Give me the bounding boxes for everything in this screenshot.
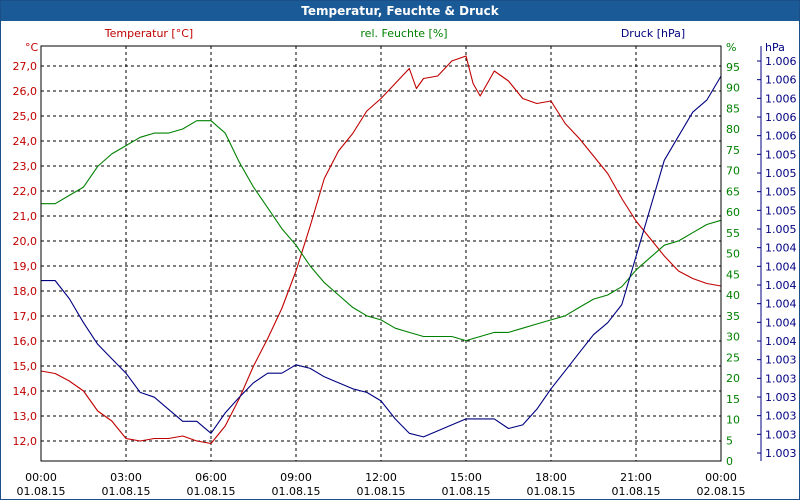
humidity-tick-label: 25 <box>726 351 740 364</box>
plot-area <box>40 45 722 462</box>
temperature-tick-label: 13,0 <box>13 410 38 423</box>
pressure-tick-label: 1.006 <box>765 130 797 143</box>
humidity-axis-label: rel. Feuchte [%] <box>360 27 447 40</box>
pressure-tick-label: 1.005 <box>765 167 797 180</box>
x-tick-time: 00:00 <box>25 471 57 484</box>
x-tick-time: 06:00 <box>195 471 227 484</box>
temperature-tick-label: 15,0 <box>13 360 38 373</box>
temperature-tick-label: 16,0 <box>13 335 38 348</box>
temperature-tick-label: 25,0 <box>13 110 38 123</box>
humidity-tick-label: 65 <box>726 185 740 198</box>
temperature-axis-label: Temperatur [°C] <box>104 27 193 40</box>
pressure-series-line <box>41 75 722 438</box>
x-tick-date: 01.08.15 <box>102 485 151 498</box>
pressure-tick-label: 1.004 <box>765 298 797 311</box>
x-tick-date: 01.08.15 <box>442 485 491 498</box>
humidity-tick-label: 15 <box>726 393 740 406</box>
x-tick-time: 03:00 <box>110 471 142 484</box>
humidity-tick-label: 55 <box>726 227 740 240</box>
pressure-tick-label: 1.005 <box>765 204 797 217</box>
temperature-series-line <box>40 55 722 445</box>
axis-labels: 00:0001.08.1503:0001.08.1506:0001.08.150… <box>13 27 797 498</box>
humidity-tick-label: 95 <box>726 61 740 74</box>
humidity-tick-label: 70 <box>726 165 740 178</box>
humidity-series-line <box>41 120 722 342</box>
x-tick-date: 01.08.15 <box>272 485 321 498</box>
x-tick-time: 18:00 <box>535 471 567 484</box>
temperature-tick-label: 17,0 <box>13 310 38 323</box>
humidity-tick-label: 45 <box>726 268 740 281</box>
x-tick-date: 01.08.15 <box>187 485 236 498</box>
x-tick-time: 21:00 <box>620 471 652 484</box>
x-tick-time: 09:00 <box>280 471 312 484</box>
pressure-tick-label: 1.005 <box>765 148 797 161</box>
x-tick-time: 00:00 <box>705 471 737 484</box>
humidity-tick-label: 35 <box>726 310 740 323</box>
pressure-tick-label: 1.005 <box>765 186 797 199</box>
gridlines <box>41 46 721 461</box>
pressure-tick-label: 1.006 <box>765 74 797 87</box>
temperature-tick-label: 27,0 <box>13 60 38 73</box>
x-tick-date: 01.08.15 <box>527 485 576 498</box>
pressure-tick-label: 1.003 <box>765 391 797 404</box>
temperature-tick-label: 22,0 <box>13 185 38 198</box>
axes <box>40 45 762 462</box>
pressure-axis-label: Druck [hPa] <box>621 27 685 40</box>
humidity-tick-label: 75 <box>726 144 740 157</box>
temperature-tick-label: 18,0 <box>13 285 38 298</box>
temperature-tick-label: 19,0 <box>13 260 38 273</box>
pressure-tick-label: 1.006 <box>765 92 797 105</box>
pressure-tick-label: 1.003 <box>765 354 797 367</box>
pressure-tick-label: 1.004 <box>765 242 797 255</box>
temperature-unit-label: °C <box>25 41 39 54</box>
pressure-tick-label: 1.004 <box>765 335 797 348</box>
temperature-tick-label: 26,0 <box>13 85 38 98</box>
temperature-tick-label: 14,0 <box>13 385 38 398</box>
temperature-tick-label: 23,0 <box>13 160 38 173</box>
x-tick-date: 01.08.15 <box>612 485 661 498</box>
x-tick-date: 01.08.15 <box>17 485 66 498</box>
humidity-tick-label: 30 <box>726 331 740 344</box>
pressure-tick-label: 1.003 <box>765 410 797 423</box>
data-series <box>40 55 722 445</box>
pressure-tick-label: 1.003 <box>765 447 797 460</box>
humidity-tick-label: 40 <box>726 289 740 302</box>
chart-title: Temperatur, Feuchte & Druck <box>1 1 799 21</box>
pressure-unit-label: hPa <box>765 41 785 54</box>
humidity-tick-label: 90 <box>726 82 740 95</box>
x-tick-time: 15:00 <box>450 471 482 484</box>
temperature-tick-label: 21,0 <box>13 210 38 223</box>
pressure-tick-label: 1.003 <box>765 372 797 385</box>
humidity-tick-label: 5 <box>726 434 733 447</box>
humidity-tick-label: 0 <box>726 455 733 468</box>
temperature-tick-label: 20,0 <box>13 235 38 248</box>
humidity-tick-label: 10 <box>726 414 740 427</box>
humidity-tick-label: 60 <box>726 206 740 219</box>
pressure-tick-label: 1.006 <box>765 55 797 68</box>
pressure-tick-label: 1.004 <box>765 279 797 292</box>
pressure-tick-label: 1.006 <box>765 111 797 124</box>
x-tick-date: 01.08.15 <box>357 485 406 498</box>
humidity-tick-label: 80 <box>726 123 740 136</box>
humidity-tick-label: 85 <box>726 102 740 115</box>
humidity-unit-label: % <box>726 41 736 54</box>
pressure-tick-label: 1.004 <box>765 316 797 329</box>
x-tick-date: 02.08.15 <box>697 485 746 498</box>
pressure-tick-label: 1.004 <box>765 260 797 273</box>
pressure-tick-label: 1.005 <box>765 223 797 236</box>
pressure-tick-label: 1.003 <box>765 428 797 441</box>
temperature-tick-label: 12,0 <box>13 435 38 448</box>
humidity-tick-label: 20 <box>726 372 740 385</box>
x-tick-time: 12:00 <box>365 471 397 484</box>
temperature-tick-label: 24,0 <box>13 135 38 148</box>
humidity-tick-label: 50 <box>726 248 740 261</box>
